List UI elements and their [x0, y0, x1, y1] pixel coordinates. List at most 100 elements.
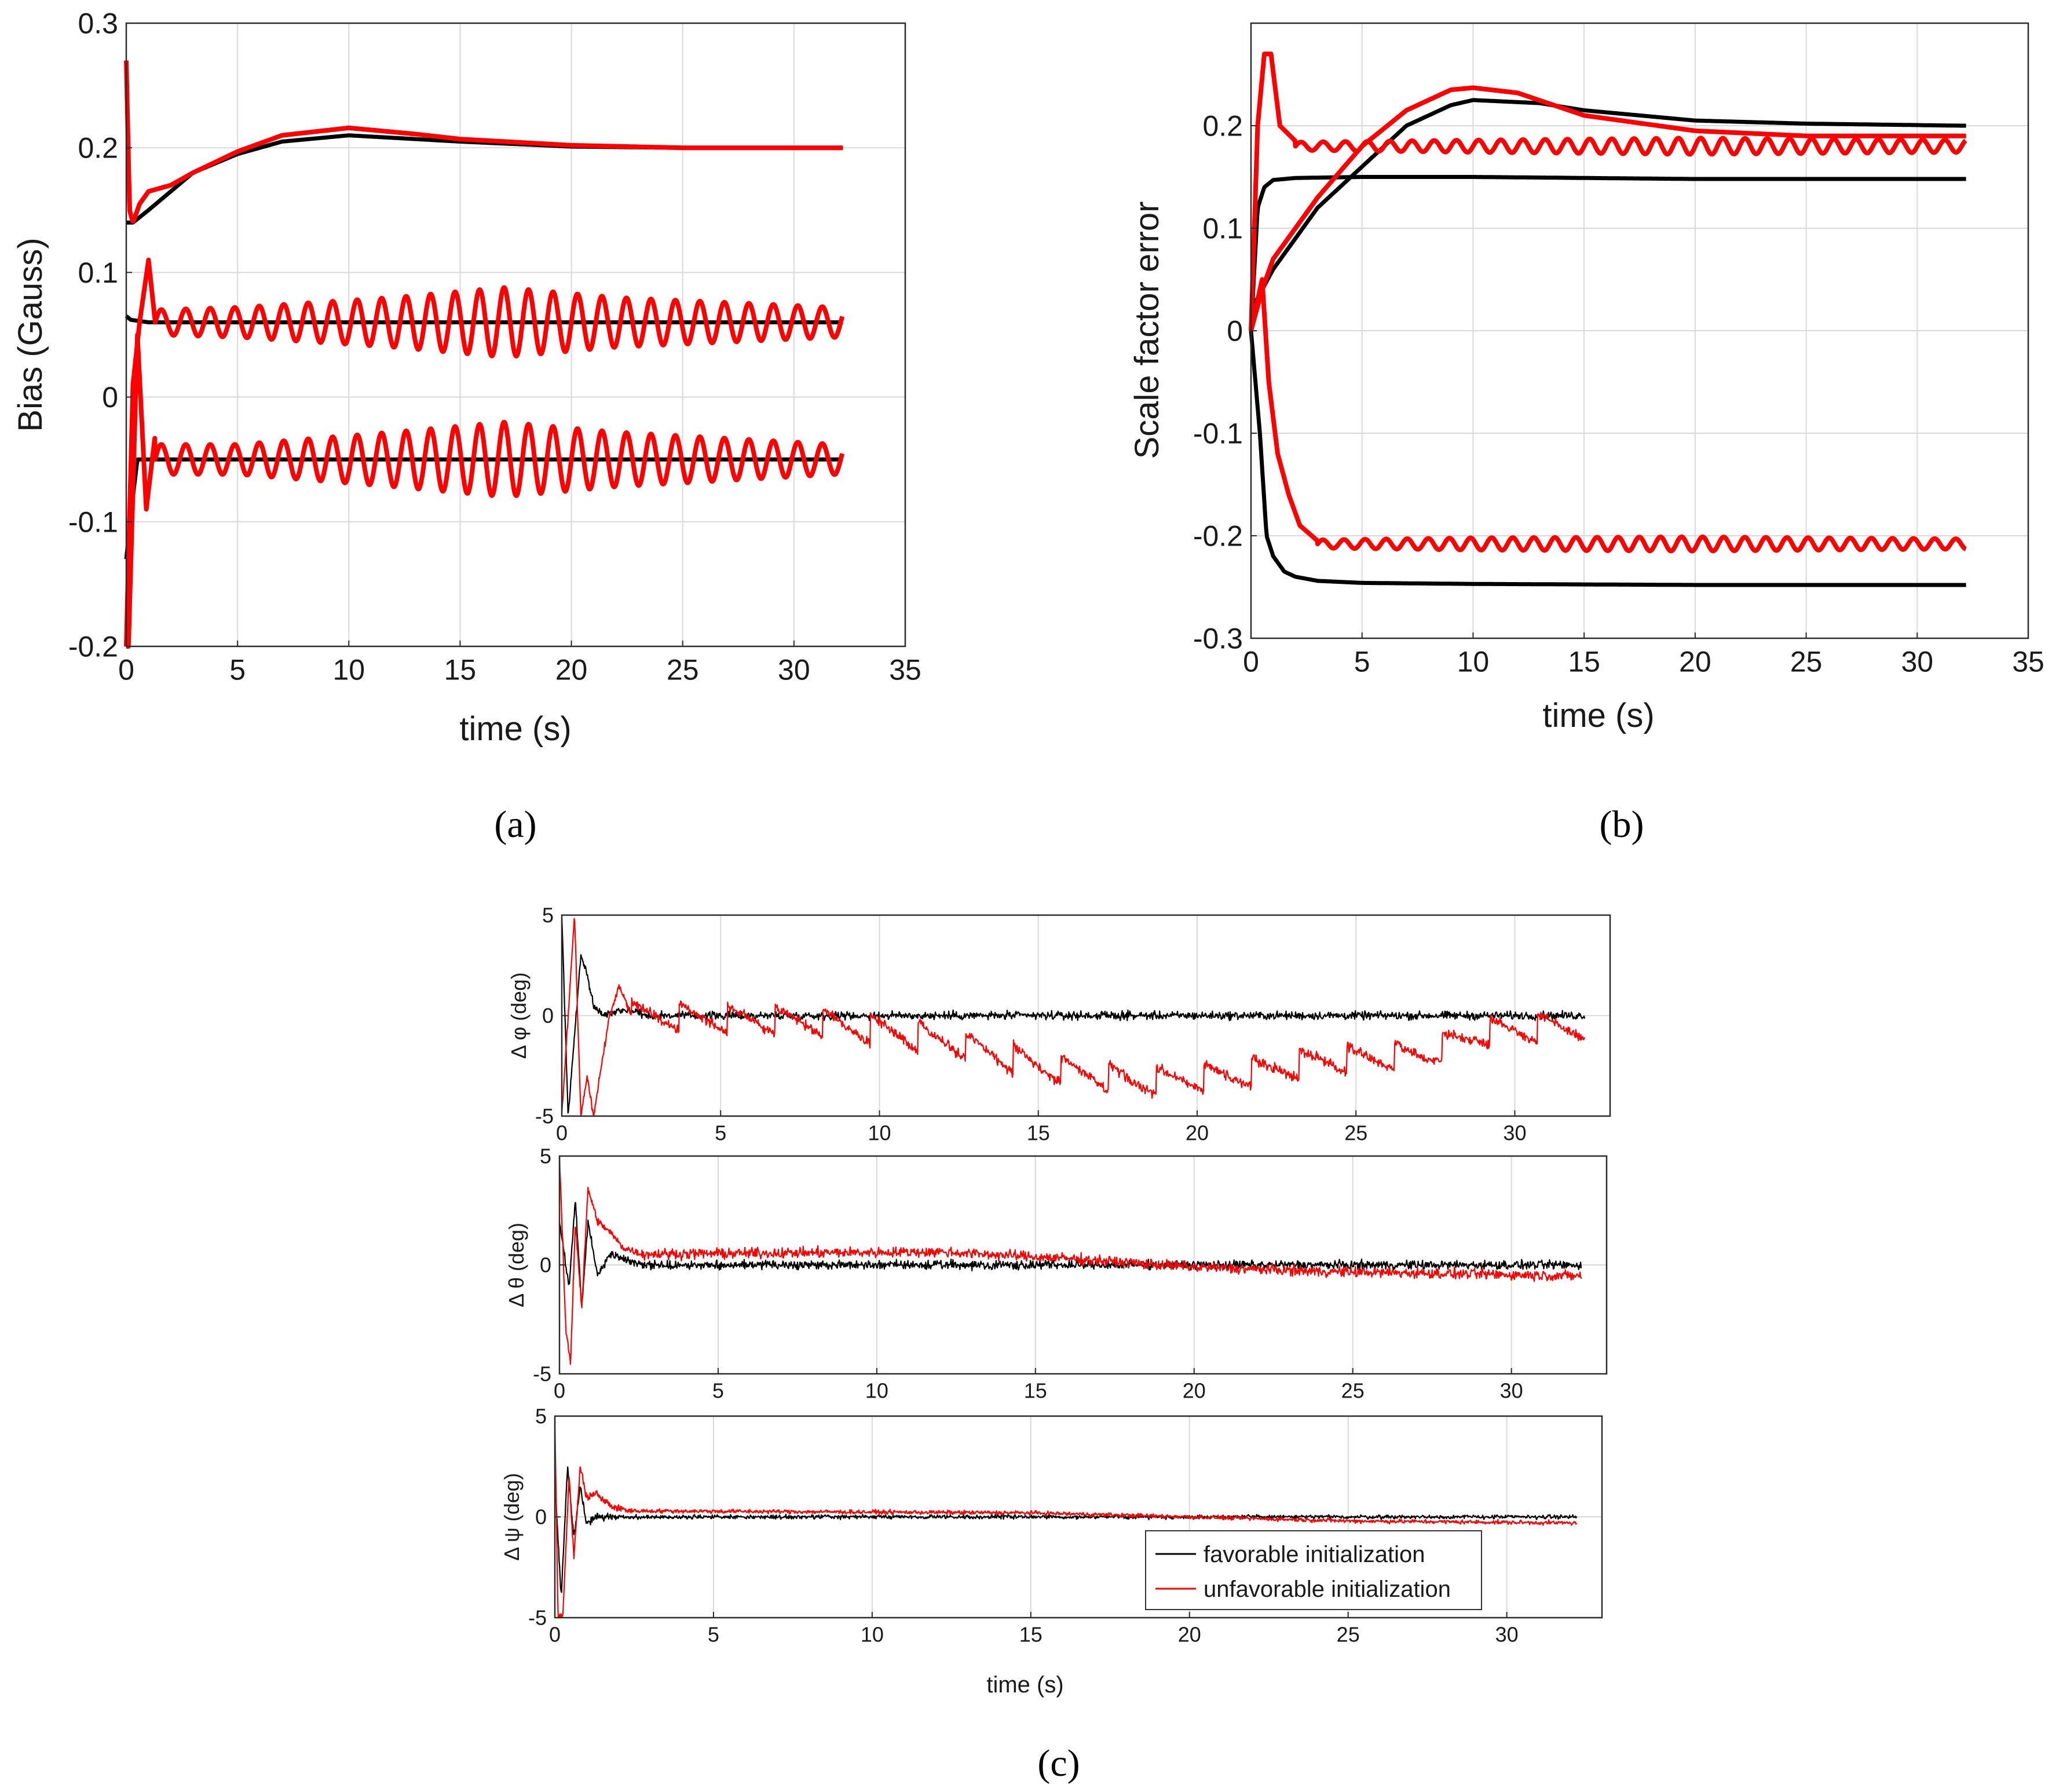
- panel-a-xlabel: time (s): [459, 710, 571, 748]
- panel-b: 0 5 10 15 20 25 30 35 -0.3 -0.2 -0.1 0 0.1 0.2 time (…: [1128, 22, 2044, 846]
- panel-c-sub1-xtick-label: 5: [712, 1378, 724, 1402]
- panel-c-sub2-series: [554, 1418, 1578, 1619]
- panel-a-ytick-label: 0.3: [78, 8, 118, 40]
- panel-c-sub2-xtick-label: 25: [1337, 1622, 1360, 1646]
- panel-b-ylabel: Scale factor error: [1128, 202, 1166, 459]
- panel-a-xtick-label: 10: [332, 654, 365, 686]
- panel-c-sub2-xtick-label: 10: [861, 1622, 884, 1646]
- panel-b-ytick-label: -0.2: [1193, 520, 1243, 553]
- panel-c-sub0-xtick-label: 25: [1344, 1121, 1367, 1144]
- panel-c-sub0-series-unfavorable: [561, 917, 1586, 1117]
- panel-c-sub2-xtick-label: 5: [708, 1622, 719, 1646]
- legend: favorable initialization unfavorable ini…: [1145, 1530, 1482, 1610]
- panel-c-sub0-xtick-label: 0: [556, 1121, 568, 1144]
- panel-c-sub1-xtick-label: 10: [865, 1378, 888, 1402]
- panel-c-sub1-series: [558, 1155, 1582, 1365]
- panel-a-series-unfavorable-5: [124, 332, 845, 649]
- panel-c-sub2-xtick-label: 15: [1019, 1622, 1043, 1646]
- panel-c-sub2-ytick-label: 5: [535, 1405, 547, 1428]
- panel-c-sub2-xtick-label: 30: [1495, 1622, 1519, 1646]
- panel-b-ytick-label: 0.2: [1202, 110, 1243, 142]
- panel-c-sub2-ticks: 0 5 10 15 20 25 30-505: [528, 1405, 1519, 1647]
- panel-b-xtick-label: 0: [1243, 646, 1259, 678]
- panel-a-label: (a): [494, 803, 536, 846]
- panel-b-xtick-label: 20: [1679, 646, 1711, 678]
- panel-c-sub1-series-unfavorable: [558, 1155, 1582, 1365]
- panel-b-series-favorable-0: [1249, 98, 1967, 312]
- panel-c-sub1-ytick-label: -5: [533, 1362, 551, 1386]
- panel-c-sub2-series-favorable: [554, 1466, 1578, 1593]
- panel-c-label: (c): [1037, 1742, 1080, 1784]
- panel-c-sub1-xtick-label: 25: [1341, 1378, 1365, 1402]
- panel-a-ytick-label: -0.1: [68, 506, 118, 538]
- panel-c-sub1-ylabel: Δ θ (deg): [504, 1223, 528, 1307]
- panel-c-sub0-ylabel: Δ φ (deg): [507, 972, 531, 1059]
- panel-b-series: [1249, 52, 1968, 587]
- panel-c-sub0-xtick-label: 30: [1503, 1121, 1526, 1144]
- panel-a-xtick-label: 30: [778, 654, 810, 686]
- panel-c-sub1-ticks: 0 5 10 15 20 25 30-505: [533, 1144, 1523, 1403]
- panel-c-sub2-xtick-label: 0: [549, 1622, 561, 1646]
- panel-c-sub0-ytick-label: -5: [535, 1105, 554, 1128]
- panel-c-sub0-xtick-label: 5: [715, 1121, 726, 1144]
- panel-a-ylabel: Bias (Gauss): [12, 237, 49, 431]
- panel-b-series-unfavorable-5: [1249, 277, 1968, 554]
- panel-c-sub1-xtick-label: 15: [1024, 1378, 1047, 1402]
- panel-b-ytick-label: -0.1: [1193, 418, 1243, 450]
- panel-c-sub0-xtick-label: 10: [868, 1121, 891, 1144]
- panel-a: 0 5 10 15 20 25 30 35 -0.2 -0.1 0 0.1 0.2 0.3 time (s…: [12, 8, 921, 846]
- panel-a-frame: [125, 22, 906, 648]
- panel-b-xlabel: time (s): [1542, 697, 1654, 734]
- panel-c-sub2-series-unfavorable: [554, 1418, 1578, 1619]
- panel-b-series-favorable-1: [1249, 175, 1967, 331]
- panel-c-sub2-ylabel: Δ ψ (deg): [500, 1473, 524, 1561]
- panel-c-sub0-series-favorable: [561, 918, 1586, 1114]
- panel-c-sub2-xtick-label: 20: [1178, 1622, 1201, 1646]
- panel-b-xtick-label: 5: [1354, 646, 1370, 678]
- panel-c-sub0-ticks: 0 5 10 15 20 25 30-505: [535, 904, 1526, 1145]
- panel-c-sub2-ytick-label: -5: [528, 1606, 547, 1630]
- panel-b-xtick-label: 25: [1790, 646, 1823, 678]
- panel-b-label: (b): [1600, 803, 1644, 846]
- panel-a-ytick-label: 0.1: [78, 257, 118, 289]
- legend-box: [1145, 1530, 1482, 1610]
- panel-c-sub1-ytick-label: 0: [540, 1253, 551, 1277]
- panel-c-sub1-series-favorable: [558, 1202, 1582, 1305]
- panel-a-series: [124, 60, 845, 649]
- legend-label-unfavorable: unfavorable initialization: [1204, 1577, 1451, 1602]
- panel-c-sub0-xtick-label: 15: [1027, 1121, 1050, 1144]
- panel-b-ytick-label: 0: [1227, 315, 1243, 348]
- panel-c-sub0-xtick-label: 20: [1186, 1121, 1209, 1144]
- panel-a-ytick-label: -0.2: [68, 631, 118, 663]
- panel-c-sub1-xtick-label: 0: [554, 1378, 565, 1402]
- panel-a-xtick-label: 0: [118, 654, 134, 686]
- panel-a-xtick-label: 5: [229, 654, 246, 686]
- panel-a-xtick-label: 20: [555, 654, 588, 686]
- panel-a-ticks: 0 5 10 15 20 25 30 35 -0.2 -0.1 0 0.1 0.2 0.3: [68, 8, 921, 686]
- panel-c-sub1-xtick-label: 30: [1500, 1378, 1523, 1402]
- panel-c-sub2-ytick-label: 0: [535, 1505, 547, 1529]
- panel-b-ytick-label: -0.3: [1193, 623, 1243, 655]
- panel-b-xtick-label: 35: [2012, 646, 2044, 678]
- panel-b-xtick-label: 15: [1568, 646, 1600, 678]
- panel-c-sub0-series: [561, 917, 1586, 1117]
- panel-b-xtick-label: 10: [1457, 646, 1490, 678]
- panel-b-series-unfavorable-4: [1249, 52, 1967, 331]
- panel-b-series-favorable-2: [1249, 330, 1967, 587]
- panel-a-ytick-label: 0.2: [78, 132, 118, 164]
- panel-a-xtick-label: 15: [444, 654, 477, 686]
- panel-b-series-unfavorable-3: [1249, 85, 1968, 332]
- legend-label-favorable: favorable initialization: [1204, 1542, 1425, 1567]
- panel-c-sub1-xtick-label: 20: [1183, 1378, 1206, 1402]
- panel-c-sub0-ytick-label: 0: [542, 1004, 554, 1027]
- panel-c-sub0-ytick-label: 5: [542, 904, 554, 927]
- panel-a-series-unfavorable-4: [124, 257, 845, 647]
- panel-a-xtick-label: 25: [667, 654, 699, 686]
- panel-a-series-unfavorable-3: [124, 60, 844, 224]
- panel-c-xlabel: time (s): [986, 1672, 1063, 1698]
- panel-b-xtick-label: 30: [1901, 646, 1933, 678]
